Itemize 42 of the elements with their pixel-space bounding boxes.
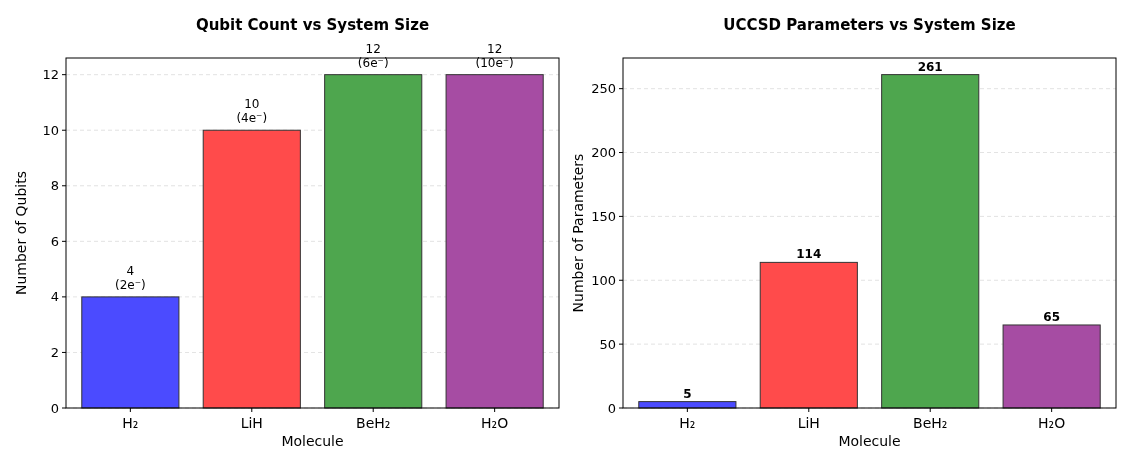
data-label: 4 (2e⁻) [115, 263, 146, 292]
y-axis-title: Number of Parameters [570, 153, 586, 313]
y-tick-label: 6 [50, 233, 59, 249]
bar [324, 74, 423, 409]
x-tick-label: BeH₂ [356, 415, 391, 431]
bar [81, 296, 180, 409]
data-label: 5 [683, 386, 692, 401]
bar [1002, 324, 1101, 409]
x-tick-label: H₂ [679, 415, 696, 431]
data-label: 12 (10e⁻) [475, 41, 514, 70]
y-tick-label: 150 [591, 208, 616, 224]
data-label: 114 [796, 247, 822, 262]
bar [202, 129, 301, 409]
bar [759, 261, 858, 409]
x-tick-label: LiH [240, 415, 263, 431]
y-tick-label: 50 [599, 336, 616, 352]
x-tick-label: H₂O [1038, 415, 1066, 431]
y-tick-label: 12 [42, 67, 59, 83]
y-tick-label: 250 [591, 81, 616, 97]
y-tick-label: 8 [50, 178, 59, 194]
y-tick-label: 0 [50, 400, 59, 416]
bar [445, 74, 544, 409]
chart-title: Qubit Count vs System Size [195, 16, 430, 34]
data-label: 10 (4e⁻) [236, 97, 268, 126]
x-axis-title: Molecule [281, 433, 344, 449]
y-tick-label: 200 [591, 145, 616, 161]
bar [881, 74, 980, 409]
y-tick-label: 2 [50, 344, 59, 360]
x-axis-title: Molecule [838, 433, 901, 449]
y-tick-label: 4 [50, 289, 59, 305]
x-tick-label: BeH₂ [913, 415, 948, 431]
y-tick-label: 10 [42, 122, 59, 138]
y-tick-label: 100 [591, 272, 616, 288]
data-label: 261 [917, 59, 943, 74]
y-axis-title: Number of Qubits [13, 170, 29, 296]
data-label: 12 (6e⁻) [357, 41, 389, 70]
x-tick-label: LiH [797, 415, 820, 431]
x-tick-label: H₂O [481, 415, 509, 431]
y-tick-label: 0 [607, 400, 616, 416]
data-label: 65 [1043, 309, 1060, 324]
chart-title: UCCSD Parameters vs System Size [723, 16, 1016, 34]
x-tick-label: H₂ [122, 415, 139, 431]
